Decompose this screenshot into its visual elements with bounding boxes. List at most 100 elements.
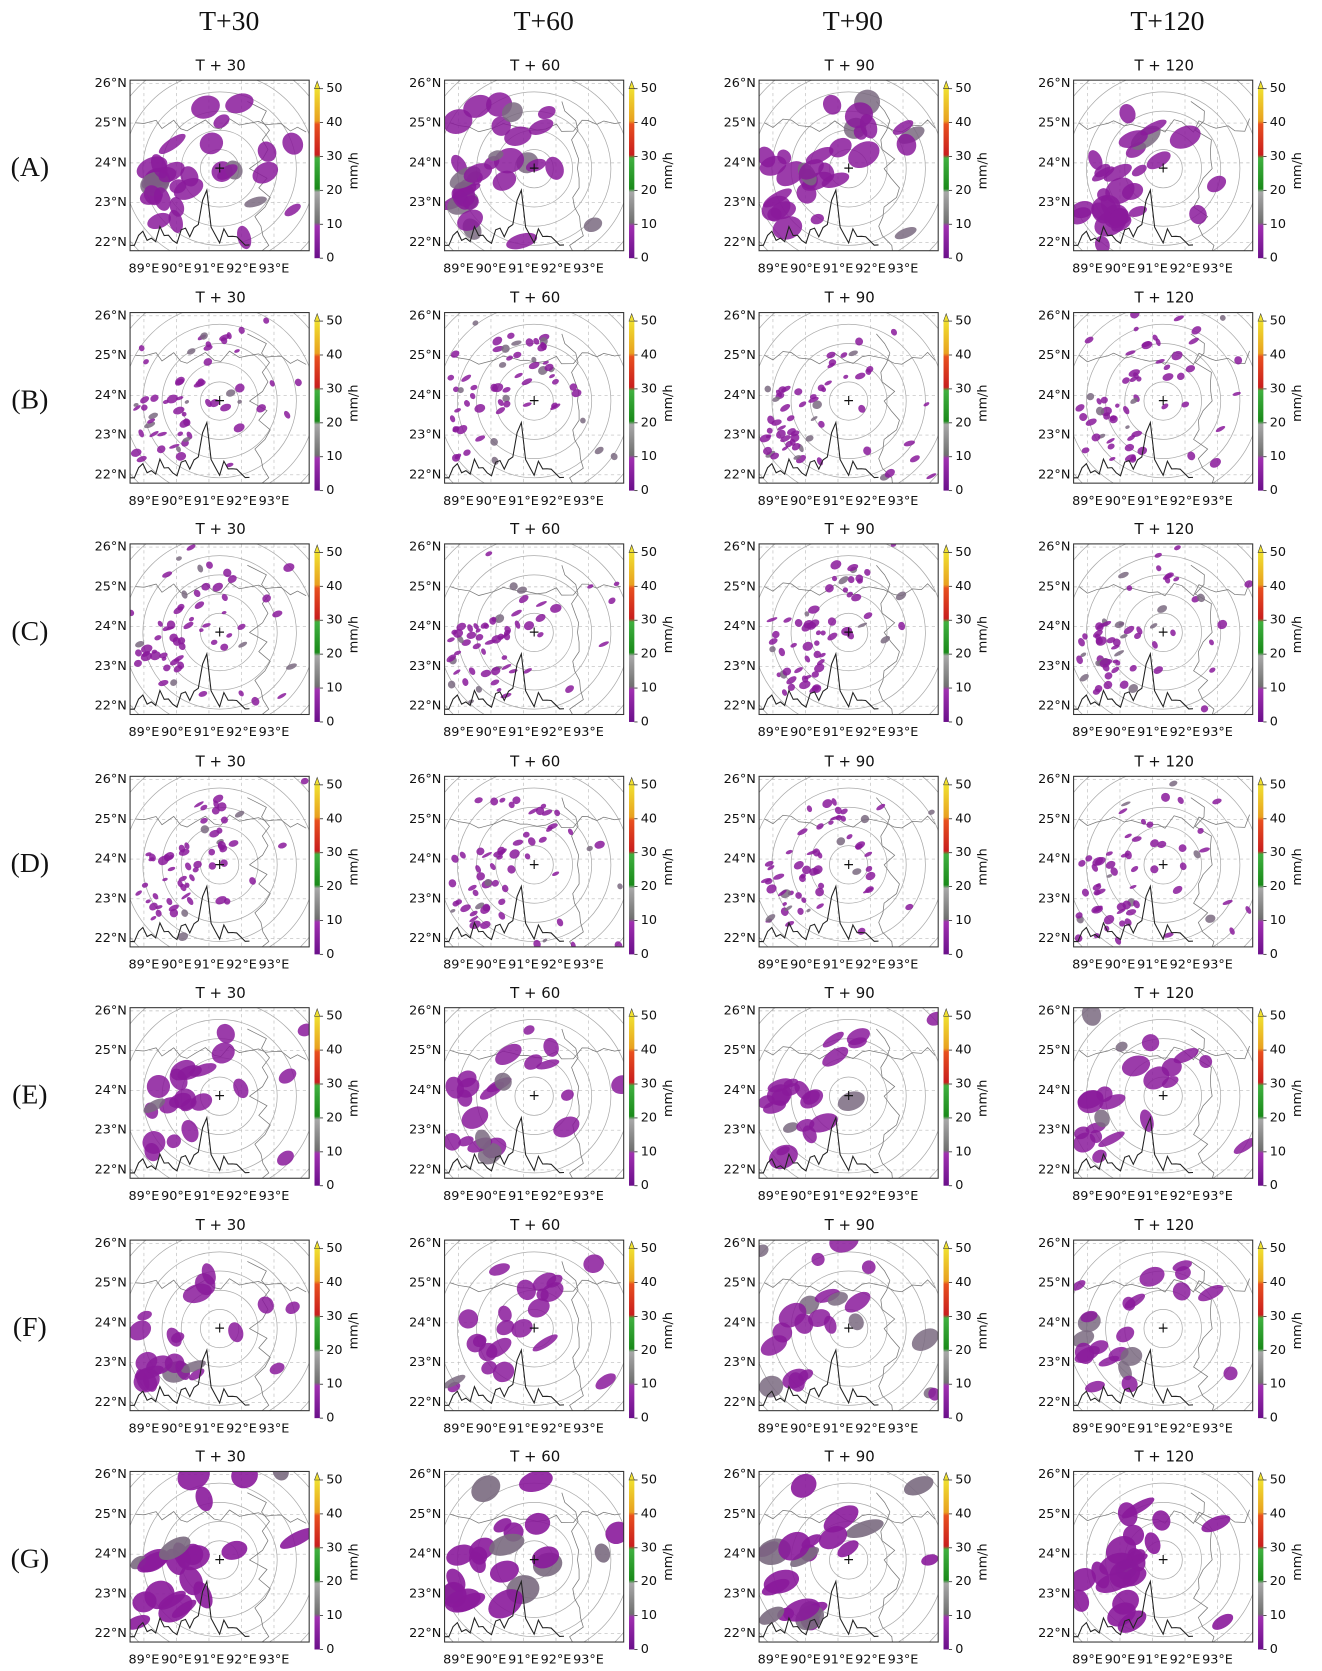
precip — [1118, 130, 1148, 148]
map-content: + — [1073, 1007, 1253, 1179]
precip — [794, 618, 803, 627]
lon-tick-label: 89°E — [129, 494, 160, 509]
precip — [178, 848, 190, 856]
map-content: + — [444, 543, 624, 715]
lat-tick-label: 24°N — [724, 155, 756, 170]
colorbar-tick-label: 40 — [641, 115, 657, 130]
precip — [523, 668, 532, 674]
colorbar — [314, 1479, 320, 1650]
colorbar-tick-label: 30 — [641, 845, 657, 860]
precip — [278, 842, 287, 849]
precip — [177, 932, 189, 941]
precip — [767, 865, 775, 871]
precip — [766, 884, 777, 894]
precip — [475, 435, 486, 442]
colorbar-tick-label: 30 — [326, 845, 342, 860]
precip — [1200, 705, 1209, 713]
border — [1078, 118, 1250, 133]
border — [1190, 101, 1215, 251]
precip — [547, 823, 558, 830]
row-label: (B) — [11, 383, 48, 414]
precip — [806, 850, 818, 856]
precip — [178, 642, 186, 651]
map-frame — [444, 1239, 625, 1412]
colorbar-tick-label: 40 — [1270, 1275, 1286, 1290]
colorbar-tick-label: 40 — [641, 1043, 657, 1058]
precip — [226, 332, 232, 340]
precip — [595, 1373, 616, 1390]
precip — [1092, 1149, 1107, 1163]
panel-title: T + 60 — [509, 56, 560, 74]
precip — [797, 907, 804, 915]
lat-tick-label: 26°N — [1038, 540, 1070, 555]
precip — [790, 642, 797, 648]
precip — [855, 574, 864, 583]
precip — [1177, 796, 1184, 804]
colorbar-tick-label: 30 — [955, 845, 971, 860]
colorbar-tick-label: 10 — [326, 1144, 342, 1159]
colorbar-tick-label: 40 — [326, 579, 342, 594]
range-ring — [829, 1076, 869, 1116]
precip — [237, 225, 252, 250]
precip — [1205, 914, 1216, 923]
range-ring — [161, 574, 278, 691]
precip — [786, 428, 796, 436]
lon-tick-label: 91°E — [508, 1189, 539, 1204]
lat-tick-label: 23°N — [1038, 1586, 1070, 1601]
precip — [210, 639, 218, 645]
panel: T + 90+26°N25°N24°N23°N22°N89°E 90°E 91°E 9… — [724, 1448, 991, 1668]
colorbar — [1258, 1479, 1264, 1650]
colorbar-tick-label: 50 — [326, 81, 342, 96]
colorbar-tick-label: 50 — [955, 81, 971, 96]
precip — [475, 685, 482, 693]
lon-tick-label: 91°E — [823, 1653, 854, 1668]
precip — [238, 690, 244, 697]
panel-title: T + 30 — [195, 752, 246, 770]
precip — [817, 384, 825, 392]
precip — [815, 887, 824, 897]
precip — [1139, 1266, 1165, 1287]
precip — [1193, 850, 1201, 859]
colorbar — [314, 88, 320, 259]
precip — [567, 828, 574, 836]
precip — [759, 1244, 769, 1257]
colorbar-tick-label: 50 — [326, 1472, 342, 1487]
precip — [488, 150, 504, 161]
panel: T + 30+26°N25°N24°N23°N22°N89°E 90°E 91°E 9… — [95, 752, 362, 972]
panel-title: T + 30 — [195, 56, 246, 74]
radar-site: + — [214, 857, 226, 873]
lon-tick-label: 89°E — [129, 1189, 160, 1204]
precip — [760, 877, 772, 883]
border — [247, 1492, 271, 1643]
precip — [142, 1131, 166, 1154]
precip — [1176, 372, 1185, 381]
colorbar-tick-label: 20 — [641, 1110, 657, 1125]
precip — [1131, 430, 1143, 437]
precip — [610, 452, 618, 461]
lon-tick-label: 92°E — [541, 1653, 572, 1668]
precip — [859, 114, 878, 139]
precip — [1156, 565, 1162, 572]
precip — [167, 866, 176, 872]
precip — [1118, 808, 1128, 815]
precip — [446, 1568, 466, 1592]
precip — [1154, 552, 1162, 558]
panel-title: T + 120 — [1133, 1216, 1194, 1234]
lat-tick-label: 23°N — [409, 195, 441, 210]
precip — [831, 798, 837, 806]
precip — [768, 638, 778, 645]
precip — [586, 845, 593, 852]
precip — [171, 1332, 185, 1343]
precip — [512, 839, 524, 846]
range-ring — [476, 1038, 593, 1155]
colorbar-label: mm/h — [346, 616, 361, 653]
lon-tick-label: 91°E — [194, 1421, 225, 1436]
lon-tick-label: 89°E — [1072, 1421, 1103, 1436]
colorbar-tick-label: 30 — [326, 1540, 342, 1555]
colorbar — [943, 1479, 949, 1650]
precip — [890, 328, 898, 336]
colorbar-tick-label: 40 — [641, 1275, 657, 1290]
precip — [444, 1374, 466, 1389]
precip — [822, 94, 842, 115]
